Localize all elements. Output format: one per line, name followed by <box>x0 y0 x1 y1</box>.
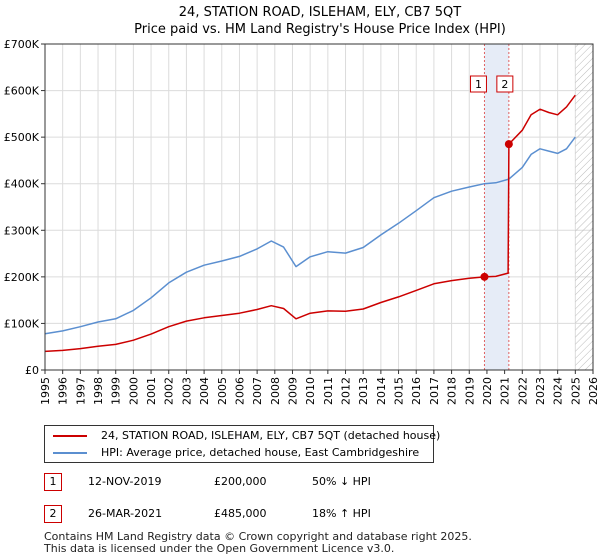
x-tick-label: 2004 <box>198 377 211 405</box>
legend-item-property: 24, STATION ROAD, ISLEHAM, ELY, CB7 5QT … <box>53 429 440 443</box>
x-tick-label: 1996 <box>57 377 70 405</box>
sale-hpi-comparison: 50% ↓ HPI <box>312 475 371 488</box>
x-tick-label: 2022 <box>516 377 529 405</box>
legend: 24, STATION ROAD, ISLEHAM, ELY, CB7 5QT … <box>44 425 440 463</box>
x-tick-label: 1999 <box>110 377 123 405</box>
sale-number-badge: 2 <box>44 505 62 523</box>
sale-hpi-comparison: 18% ↑ HPI <box>312 507 371 520</box>
x-tick-label: 2016 <box>410 377 423 405</box>
sale-date: 26-MAR-2021 <box>88 507 163 520</box>
footer-licence: This data is licensed under the Open Gov… <box>44 542 395 555</box>
x-tick-label: 2012 <box>340 377 353 405</box>
x-tick-label: 1995 <box>39 377 52 405</box>
x-tick-label: 2009 <box>286 377 299 405</box>
y-tick-label: £700K <box>4 38 40 51</box>
plot-area <box>45 44 593 370</box>
sale-number-badge: 1 <box>44 473 62 491</box>
forecast-hatch <box>575 44 593 370</box>
sale-point <box>504 140 513 149</box>
x-tick-label: 2011 <box>322 377 335 405</box>
sale-label-box <box>496 75 514 93</box>
chart-subtitle: Price paid vs. HM Land Registry's House … <box>134 22 506 37</box>
legend-label-hpi: HPI: Average price, detached house, East… <box>101 446 420 459</box>
x-tick-label: 2026 <box>587 377 600 405</box>
x-tick-label: 2005 <box>216 377 229 405</box>
price-chart: 24, STATION ROAD, ISLEHAM, ELY, CB7 5QT … <box>4 5 600 405</box>
x-tick-label: 2014 <box>375 377 388 405</box>
y-tick-label: £200K <box>4 271 40 284</box>
x-tick-label: 2018 <box>446 377 459 405</box>
x-tick-label: 2015 <box>393 377 406 405</box>
x-tick-label: 2002 <box>163 377 176 405</box>
hpi-line <box>44 136 576 335</box>
footer-copyright: Contains HM Land Registry data © Crown c… <box>44 530 472 543</box>
y-tick-label: £300K <box>4 224 40 237</box>
x-tick-label: 2001 <box>145 377 158 405</box>
x-tick-label: 2020 <box>481 377 494 405</box>
y-tick-label: £600K <box>4 85 40 98</box>
sale-label: 2 <box>501 78 508 91</box>
y-tick-label: £0 <box>25 364 39 377</box>
y-tick-label: £100K <box>4 317 40 330</box>
legend-swatch-property <box>53 435 87 437</box>
x-tick-label: 2023 <box>534 377 547 405</box>
property-price-line <box>44 94 576 353</box>
sale-price: £200,000 <box>214 475 267 488</box>
sale-price: £485,000 <box>214 507 267 520</box>
x-tick-label: 2000 <box>127 377 140 405</box>
legend-swatch-hpi <box>53 452 87 454</box>
legend-label-property: 24, STATION ROAD, ISLEHAM, ELY, CB7 5QT … <box>101 429 441 442</box>
x-tick-label: 2024 <box>552 377 565 405</box>
y-tick-label: £500K <box>4 131 40 144</box>
x-tick-label: 2003 <box>180 377 193 405</box>
footer: Contains HM Land Registry data © Crown c… <box>44 531 472 555</box>
sale-date: 12-NOV-2019 <box>88 475 162 488</box>
y-tick-label: £400K <box>4 178 40 191</box>
x-tick-label: 2025 <box>569 377 582 405</box>
sale-period-shading <box>484 44 509 370</box>
x-tick-label: 1998 <box>92 377 105 405</box>
sale-label: 1 <box>475 78 482 91</box>
x-tick-label: 2006 <box>233 377 246 405</box>
x-tick-label: 2007 <box>251 377 264 405</box>
x-tick-label: 2021 <box>499 377 512 405</box>
legend-item-hpi: HPI: Average price, detached house, East… <box>53 446 419 460</box>
sale-point <box>480 272 489 281</box>
x-tick-label: 2008 <box>269 377 282 405</box>
x-tick-label: 2019 <box>463 377 476 405</box>
chart-title: 24, STATION ROAD, ISLEHAM, ELY, CB7 5QT <box>179 5 461 20</box>
x-tick-label: 2010 <box>304 377 317 405</box>
x-tick-label: 2017 <box>428 377 441 405</box>
plot-frame <box>44 43 594 371</box>
x-tick-label: 1997 <box>74 377 87 405</box>
sale-label-box <box>469 75 487 93</box>
x-tick-label: 2013 <box>357 377 370 405</box>
